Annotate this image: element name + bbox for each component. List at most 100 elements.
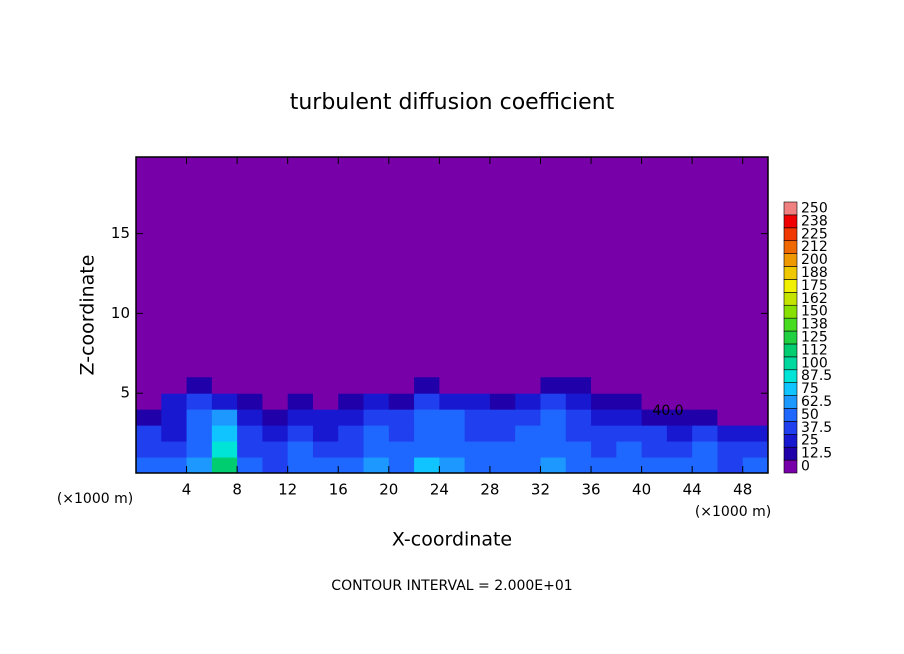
heat-cell (312, 377, 339, 394)
colorbar-label: 200 (801, 252, 828, 268)
heat-cell (717, 377, 744, 394)
annotation: 40.0 (652, 403, 683, 419)
heat-cell (565, 377, 592, 394)
heat-cell (237, 393, 263, 410)
heat-cell (338, 393, 365, 410)
heat-cell (237, 409, 263, 426)
heat-cell (742, 425, 769, 442)
colorbar-label: 238 (801, 213, 828, 229)
heat-cell (287, 425, 314, 442)
heat-cell (666, 393, 693, 410)
heat-cell (262, 393, 289, 410)
heat-cell (287, 457, 314, 474)
heat-cell (742, 457, 769, 474)
y-axis-label: Z-coordinate (77, 255, 99, 376)
heat-cell (363, 441, 390, 458)
x-tick-label: 4 (182, 481, 192, 499)
heat-cell (666, 409, 693, 426)
heat-cell (161, 377, 188, 394)
heat-cell (489, 377, 516, 394)
heat-cell (540, 457, 567, 474)
x-tick-label: 44 (683, 481, 702, 499)
heat-cell (591, 377, 617, 394)
colorbar-label: 100 (801, 355, 828, 371)
colorbar-swatch (783, 317, 798, 332)
colorbar-label: 62.5 (801, 394, 832, 410)
heat-cell (692, 409, 718, 426)
colorbar-label: 12.5 (801, 446, 832, 462)
x-tick-label: 20 (379, 481, 398, 499)
heat-cell (742, 441, 769, 458)
heat-cell (641, 425, 668, 442)
heat-cell (338, 409, 365, 426)
heat-cell (692, 425, 718, 442)
heat-cell (489, 425, 516, 442)
heat-cell (591, 409, 617, 426)
heat-cell (211, 441, 238, 458)
heat-cell (641, 441, 668, 458)
heat-cell (464, 377, 491, 394)
heat-cell (616, 441, 643, 458)
heat-cell (388, 393, 415, 410)
heat-cell (262, 409, 289, 426)
heat-cell (616, 393, 643, 410)
y-unit: (×1000 m) (57, 491, 133, 507)
heat-cell (616, 425, 643, 442)
heat-cell (338, 377, 365, 394)
y-tick-label: 15 (111, 224, 130, 242)
heat-cell (616, 377, 643, 394)
colorbar-label: 75 (801, 381, 819, 397)
heat-cell (414, 377, 440, 394)
colorbar-label: 0 (801, 459, 810, 475)
heat-cell (161, 457, 188, 474)
heat-cell (186, 393, 213, 410)
plot-frame (135, 156, 769, 474)
heat-cell (338, 425, 365, 442)
heat-cell (388, 457, 415, 474)
heat-cell (287, 393, 314, 410)
heat-cell (464, 425, 491, 442)
heat-cell (489, 441, 516, 458)
heat-cell (136, 441, 162, 458)
heat-cell (591, 441, 617, 458)
heat-cell (338, 441, 365, 458)
colorbar-swatch (783, 343, 798, 358)
heat-cell (312, 457, 339, 474)
colorbar-swatch (783, 395, 798, 409)
heat-cell (641, 377, 668, 394)
heat-cell (186, 425, 213, 442)
heat-cell (136, 393, 162, 410)
colorbar-label: 87.5 (801, 368, 832, 384)
heat-cell (439, 457, 466, 474)
chart-title: turbulent diffusion coefficient (290, 90, 615, 115)
heat-cell (540, 377, 567, 394)
heat-cell (515, 441, 541, 458)
heat-cell (312, 441, 339, 458)
heat-cell (287, 409, 314, 426)
heat-cell (161, 425, 188, 442)
heat-cell (692, 441, 718, 458)
heat-cell (262, 457, 289, 474)
heat-cell (186, 457, 213, 474)
colorbar-label: 112 (801, 342, 828, 358)
heat-cell (136, 377, 162, 394)
heat-cell (211, 457, 238, 474)
colorbar-swatch (783, 214, 798, 229)
heat-cell (717, 425, 744, 442)
heat-cell (565, 425, 592, 442)
x-unit: (×1000 m) (695, 504, 771, 520)
heat-cell (363, 377, 390, 394)
heat-cell (287, 377, 314, 394)
colorbar-swatch (783, 382, 798, 396)
footer: CONTOUR INTERVAL = 2.000E+01 (331, 578, 572, 594)
x-tick-label: 24 (430, 481, 449, 499)
heat-cell (211, 393, 238, 410)
heat-cell (338, 457, 365, 474)
heat-cell (666, 441, 693, 458)
x-axis-label: X-coordinate (392, 529, 512, 551)
heat-cell (414, 409, 440, 426)
colorbar-label: 225 (801, 226, 828, 242)
colorbar-label: 188 (801, 265, 828, 281)
heat-cell (565, 393, 592, 410)
heat-cell (312, 425, 339, 442)
